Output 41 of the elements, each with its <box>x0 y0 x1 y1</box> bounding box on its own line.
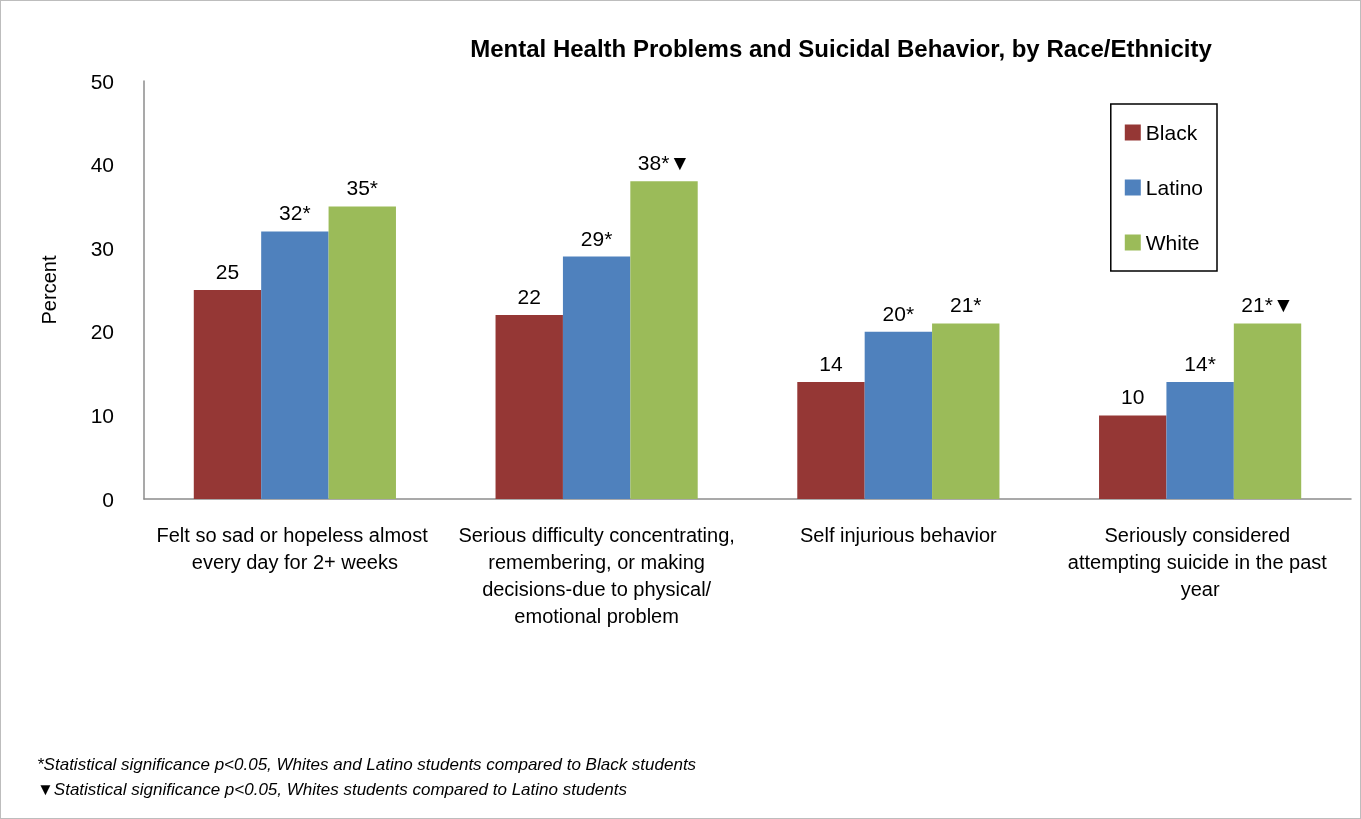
text: *Statistical significance p<0.05, Whites and Latino students compared to Black students <box>37 755 697 774</box>
chart-title: Mental Health Problems and Suicidal Behavior, by Race/Ethnicity <box>470 34 1213 62</box>
data-label: 21*▼ <box>1241 293 1294 317</box>
bar <box>1233 323 1302 499</box>
text: ▼Statistical significance p<0.05, Whites students compared to Latino students <box>37 780 628 799</box>
y-tick-label: 30 <box>90 236 114 260</box>
y-tick-label: 50 <box>90 69 114 93</box>
data-label: 29* <box>580 226 613 250</box>
y-tick-label: 10 <box>90 403 114 427</box>
legend-label: White <box>1145 231 1200 254</box>
y-tick-label: 40 <box>90 153 114 177</box>
legend-label: Latino <box>1145 176 1203 199</box>
legend-label: Black <box>1145 121 1198 144</box>
x-tick-label: Seriously considered attempting suicide in the past year <box>1067 523 1333 600</box>
data-label: 35* <box>346 176 379 200</box>
data-label: 22 <box>517 285 541 309</box>
bar <box>797 381 865 499</box>
bar <box>1099 415 1167 499</box>
data-label: 14* <box>1184 351 1216 375</box>
data-label: 14 <box>819 351 843 375</box>
x-tick-label: Serious difficulty concentrating, remembering, or making decisions-due to physical/emotional problem <box>458 523 735 627</box>
bar <box>328 206 396 499</box>
bar <box>1166 381 1234 499</box>
bar <box>495 315 563 499</box>
data-label: 38*▼ <box>637 151 691 175</box>
bar <box>630 181 698 499</box>
y-tick-label: 20 <box>90 320 114 344</box>
y-tick-label: 0 <box>102 487 114 511</box>
bar <box>864 331 933 499</box>
data-label: 20* <box>882 301 915 325</box>
data-label: 32* <box>279 201 311 225</box>
bar <box>193 290 262 499</box>
bar <box>562 256 631 499</box>
data-label: 10 <box>1121 385 1145 409</box>
bar <box>932 323 1000 499</box>
y-axis-title: Percent <box>38 255 60 325</box>
x-tick-label: Felt so sad or hopeless almost every day for 2+ weeks <box>156 523 434 573</box>
data-label: 21* <box>950 293 982 317</box>
x-tick-label: Self injurious behavior <box>799 523 998 546</box>
bar <box>261 231 329 499</box>
data-label: 25 <box>215 260 240 283</box>
